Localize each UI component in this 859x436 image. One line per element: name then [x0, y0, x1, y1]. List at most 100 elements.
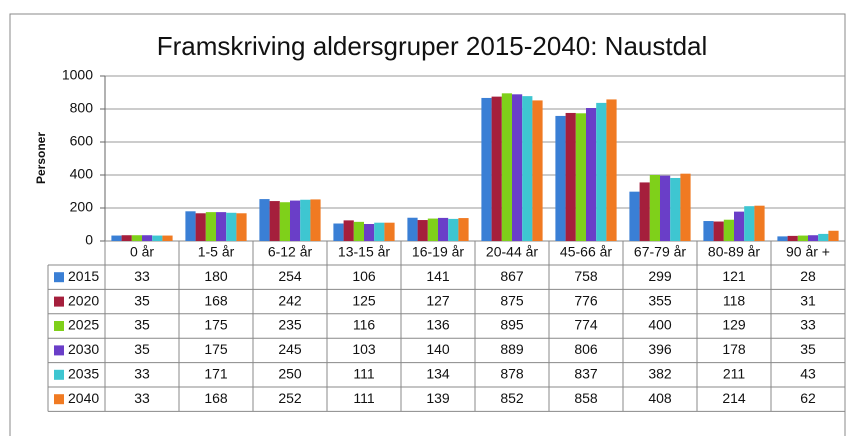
- bar: [680, 173, 691, 241]
- bar: [111, 235, 122, 241]
- bar: [639, 182, 650, 241]
- bar: [236, 213, 247, 241]
- table-value: 33: [800, 317, 816, 333]
- table-value: 875: [500, 292, 524, 308]
- x-tick-label: 6-12 år: [268, 244, 313, 260]
- y-tick-label: 800: [70, 100, 94, 116]
- table-value: 35: [134, 317, 150, 333]
- table-value: 129: [722, 317, 746, 333]
- table-value: 408: [648, 390, 672, 406]
- legend-swatch: [54, 272, 64, 283]
- table-value: 758: [574, 268, 598, 284]
- legend-swatch: [54, 369, 64, 380]
- table-value: 35: [800, 341, 816, 357]
- table-value: 43: [800, 366, 816, 382]
- bar: [777, 236, 788, 241]
- y-tick-label: 200: [70, 199, 94, 215]
- bar: [797, 235, 808, 241]
- table-value: 355: [648, 292, 672, 308]
- table-value: 127: [426, 292, 450, 308]
- legend-label: 2020: [68, 292, 99, 308]
- table-value: 299: [648, 268, 672, 284]
- table-value: 141: [426, 268, 450, 284]
- table-value: 35: [134, 292, 150, 308]
- bar: [565, 112, 576, 242]
- bar: [723, 219, 734, 241]
- table-value: 168: [204, 292, 228, 308]
- table-value: 806: [574, 341, 598, 357]
- y-tick-label: 0: [85, 232, 93, 248]
- bar: [596, 102, 607, 242]
- x-tick-label: 0 år: [130, 244, 154, 260]
- table-value: 400: [648, 317, 672, 333]
- bar: [152, 235, 163, 241]
- bar: [629, 191, 640, 241]
- table-value: 837: [574, 366, 598, 382]
- bar: [713, 221, 724, 241]
- bar: [575, 113, 586, 241]
- x-tick-label: 16-19 år: [412, 244, 464, 260]
- bar: [216, 212, 227, 241]
- bar: [512, 94, 523, 241]
- bar: [808, 235, 819, 241]
- table-value: 878: [500, 366, 524, 382]
- bar: [522, 96, 533, 241]
- table-value: 33: [134, 390, 150, 406]
- bar: [458, 218, 469, 241]
- table-value: 254: [278, 268, 302, 284]
- table-value: 106: [352, 268, 376, 284]
- table-value: 774: [574, 317, 598, 333]
- bar: [333, 223, 344, 241]
- legend-label: 2025: [68, 317, 99, 333]
- bar: [555, 115, 566, 241]
- table-value: 171: [204, 366, 228, 382]
- table-value: 31: [800, 292, 816, 308]
- bar: [205, 212, 216, 241]
- x-tick-label: 67-79 år: [634, 244, 686, 260]
- bar: [300, 199, 311, 241]
- table-value: 858: [574, 390, 598, 406]
- bar: [703, 221, 714, 241]
- table-value: 62: [800, 390, 816, 406]
- bar: [417, 220, 428, 241]
- bar: [374, 222, 385, 241]
- table-value: 867: [500, 268, 524, 284]
- table-value: 852: [500, 390, 524, 406]
- table-value: 168: [204, 390, 228, 406]
- bar: [606, 99, 617, 242]
- bar: [532, 100, 543, 241]
- bar: [121, 235, 132, 241]
- bar: [195, 213, 206, 241]
- bar: [586, 108, 597, 241]
- y-tick-label: 400: [70, 166, 94, 182]
- bar: [343, 220, 354, 241]
- bar: [818, 233, 829, 241]
- bar: [290, 200, 301, 241]
- y-tick-label: 1000: [62, 67, 93, 83]
- table-value: 136: [426, 317, 450, 333]
- bar: [501, 93, 512, 241]
- bar: [754, 205, 765, 241]
- bar: [185, 211, 196, 241]
- legend-swatch: [54, 394, 64, 405]
- y-tick-label: 600: [70, 133, 94, 149]
- bar: [491, 96, 502, 241]
- table-value: 214: [722, 390, 746, 406]
- table-value: 111: [353, 390, 374, 406]
- table-value: 250: [278, 366, 302, 382]
- x-tick-label: 90 år +: [786, 244, 830, 260]
- legend-label: 2030: [68, 341, 99, 357]
- bar: [744, 206, 755, 241]
- table-value: 111: [353, 366, 374, 382]
- table-value: 121: [722, 268, 746, 284]
- table-value: 180: [204, 268, 228, 284]
- table-value: 175: [204, 317, 228, 333]
- bar: [427, 218, 438, 241]
- x-tick-label: 20-44 år: [486, 244, 538, 260]
- bar: [259, 199, 270, 241]
- x-tick-label: 45-66 år: [560, 244, 612, 260]
- table-value: 211: [723, 366, 746, 382]
- bar: [438, 217, 449, 241]
- table-value: 140: [426, 341, 450, 357]
